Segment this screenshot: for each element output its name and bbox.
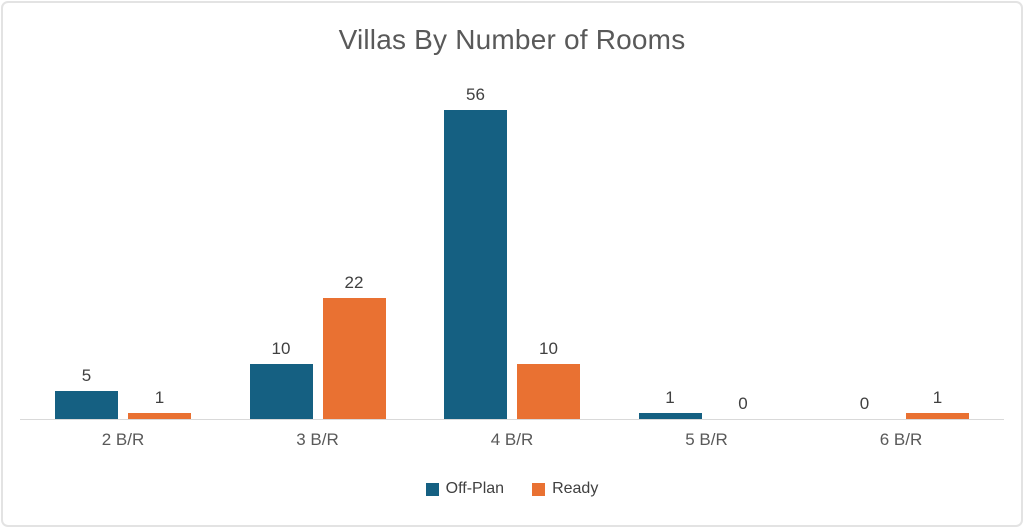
off-plan-bar	[444, 110, 507, 419]
legend-item-ready: Ready	[532, 480, 598, 498]
bar-value-label: 1	[932, 388, 943, 407]
off-plan-bar	[638, 413, 702, 419]
legend-label: Ready	[552, 480, 599, 497]
off-plan-bar	[55, 391, 118, 419]
bar-column-ready: 1	[906, 389, 969, 419]
bar-value-label: 10	[271, 339, 291, 358]
off-plan-bar	[249, 364, 313, 419]
category-axis-label: 6 B/R	[879, 430, 923, 449]
bar-value-label: 1	[665, 388, 675, 407]
category-axis-label: 2 B/R	[101, 430, 145, 449]
bar-value-label: 1	[154, 388, 165, 407]
bar-value-label: 0	[738, 394, 748, 413]
category-axis-label: 4 B/R	[490, 430, 534, 449]
category-axis-label: 3 B/R	[296, 430, 339, 449]
ready-bar	[517, 364, 580, 419]
chart-title: Villas By Number of Rooms	[338, 24, 686, 55]
bar-column-off-plan: 5	[55, 367, 118, 419]
bar-column-off-plan: 1	[638, 388, 702, 419]
bar-value-label: 22	[344, 273, 364, 292]
bar-value-label: 56	[466, 85, 485, 104]
category-group-4-b-r: 56 10 4 B/R	[444, 80, 580, 449]
legend-label: Off-Plan	[445, 480, 505, 497]
legend-swatch-ready	[532, 482, 546, 496]
bar-column-ready: 10	[517, 340, 580, 419]
legend-swatch-off-plan	[425, 482, 439, 496]
bar-column-ready: 1	[128, 389, 191, 419]
bar-column-ready: 0	[712, 395, 775, 419]
bar-column-off-plan: 56	[444, 86, 507, 419]
ready-bar	[906, 413, 969, 419]
ready-bar	[322, 298, 386, 419]
bar-pair: 56 10	[444, 80, 580, 419]
bar-pair: 10 22	[249, 80, 386, 419]
x-axis-line	[20, 419, 1004, 420]
bar-column-off-plan: 0	[833, 395, 896, 419]
chart-legend: Off-Plan Ready	[0, 480, 1024, 498]
category-axis-label: 5 B/R	[685, 430, 728, 449]
legend-item-off-plan: Off-Plan	[425, 480, 505, 498]
ready-bar	[128, 413, 191, 419]
bar-value-label: 0	[859, 394, 870, 413]
bar-value-label: 10	[539, 339, 558, 358]
bar-value-label: 5	[81, 366, 92, 385]
bar-column-ready: 22	[322, 273, 386, 419]
category-group-3-b-r: 10 22 3 B/R	[249, 80, 386, 449]
bar-column-off-plan: 10	[249, 339, 313, 419]
